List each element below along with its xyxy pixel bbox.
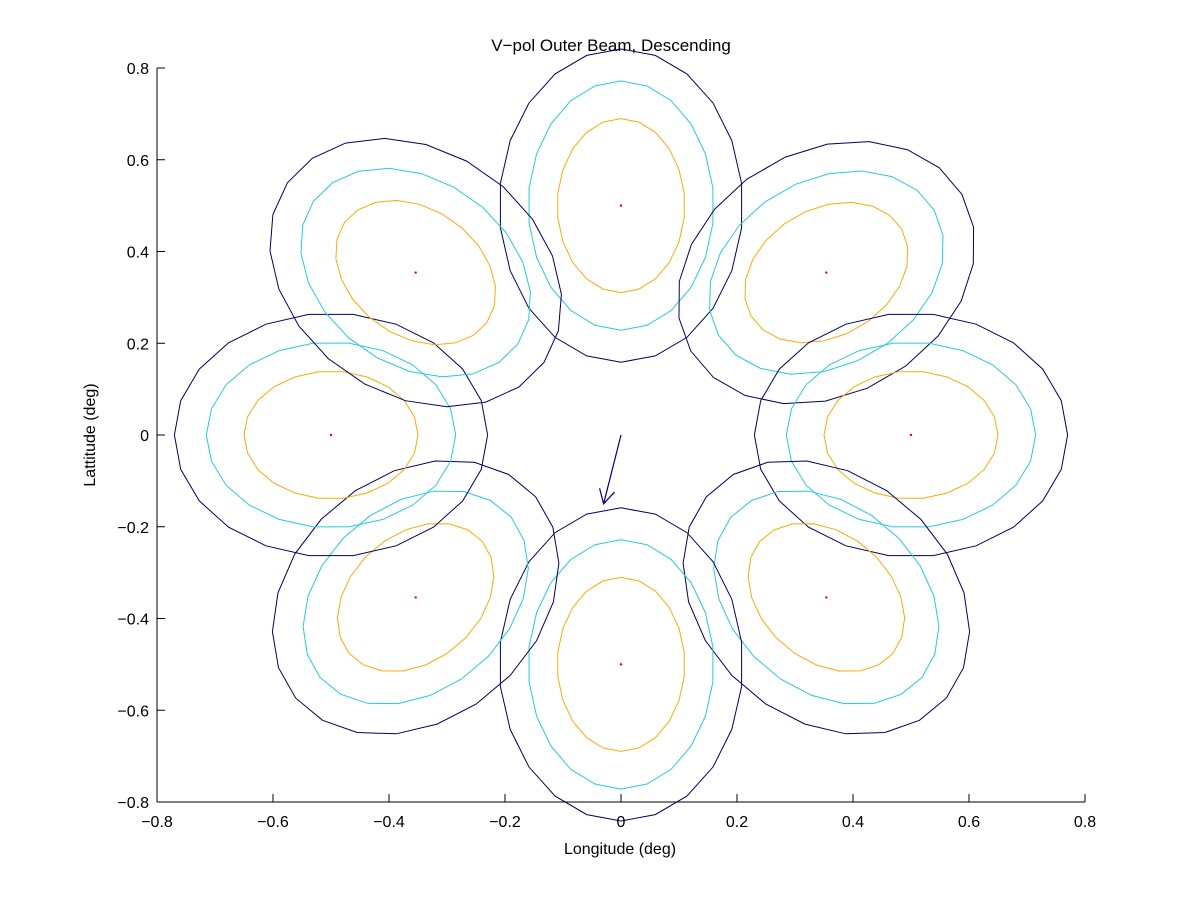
y-tick-label: −0.4 (117, 612, 149, 629)
contour-middle (302, 490, 529, 705)
beam-center-marker (329, 433, 333, 437)
direction-arrow (599, 434, 622, 506)
beam-center-marker (825, 271, 828, 274)
x-tick-label: 0.8 (1074, 814, 1096, 831)
beam-7 (173, 313, 489, 557)
contour-middle (528, 80, 714, 331)
contour-outer (753, 313, 1069, 557)
x-tick-label: −0.6 (257, 814, 289, 831)
beam-center-marker (825, 596, 828, 599)
arrow-head (599, 488, 615, 506)
axes: −0.8 −0.6 −0.4 −0.2 0 0.2 0.4 0.6 0.8 −0.8 −0.6 −0.… (117, 61, 1096, 831)
contour-middle (300, 167, 531, 378)
contour-middle (528, 539, 714, 790)
y-tick-label: 0.4 (127, 245, 149, 262)
beam-center-marker (414, 271, 417, 274)
beam-center-marker (619, 663, 623, 666)
x-axis-label: Longitude (deg) (564, 841, 676, 858)
x-tick-label: 0 (617, 814, 626, 831)
contour-outer (678, 141, 975, 405)
beam-8 (269, 137, 562, 408)
contour-outer (173, 313, 489, 557)
beam-4 (682, 460, 971, 735)
contour-middle (205, 342, 457, 528)
arrow-shaft (603, 434, 622, 504)
contour-outer (269, 137, 562, 408)
y-tick-label: 0.2 (127, 336, 149, 353)
y-tick-label: 0.8 (127, 61, 149, 78)
beam-2 (678, 141, 975, 405)
contour-middle (709, 170, 944, 375)
x-tick-label: 0.2 (726, 814, 748, 831)
x-tick-label: −0.4 (373, 814, 405, 831)
contour-middle (713, 490, 940, 705)
y-axis-label: Lattitude (deg) (82, 383, 99, 486)
contour-outer (499, 48, 743, 363)
contour-inner (823, 371, 999, 499)
beam-center-marker (414, 596, 417, 599)
x-tick-label: 0.6 (958, 814, 980, 831)
contour-outer (682, 460, 971, 735)
contour-inner (747, 523, 906, 672)
beam-center-marker (619, 204, 623, 207)
beam-5 (499, 507, 743, 822)
contour-inner (744, 201, 909, 344)
beam-3 (753, 313, 1069, 557)
contour-inner (557, 576, 685, 752)
x-tick-label: 0.4 (842, 814, 864, 831)
x-tick-label: −0.2 (489, 814, 521, 831)
beam-1 (499, 48, 743, 363)
contour-inner (243, 371, 419, 499)
y-tick-label: −0.8 (117, 795, 149, 812)
contour-inner (557, 118, 685, 294)
contour-outer (499, 507, 743, 822)
beam-6 (271, 460, 560, 735)
contour-outer (271, 460, 560, 735)
contour-middle (785, 342, 1037, 528)
chart-title: V−pol Outer Beam, Descending (491, 36, 731, 55)
x-tick-label: −0.8 (141, 814, 173, 831)
beam-contours (173, 48, 1069, 822)
y-tick-label: −0.6 (117, 703, 149, 720)
y-tick-label: 0 (140, 428, 149, 445)
y-tick-label: 0.6 (127, 153, 149, 170)
contour-inner (335, 199, 496, 346)
beam-center-marker (909, 433, 913, 437)
contour-inner (336, 523, 495, 672)
y-tick-label: −0.2 (117, 520, 149, 537)
